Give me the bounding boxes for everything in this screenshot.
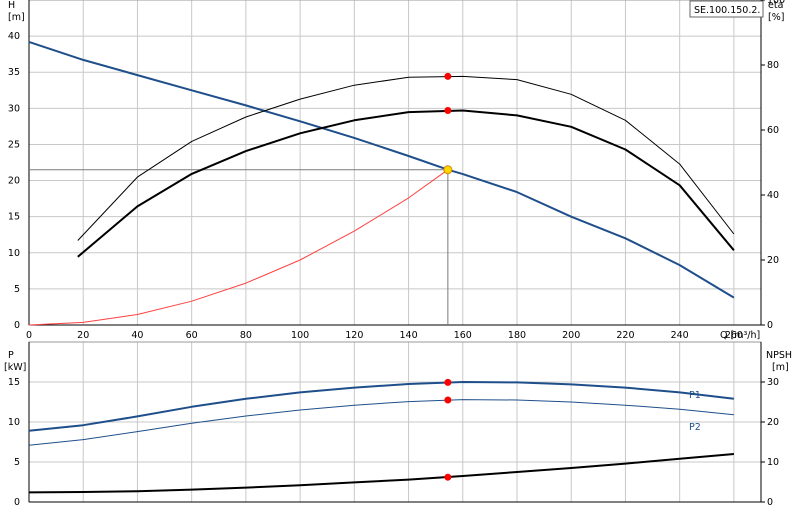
system-curve xyxy=(28,169,449,326)
bottom-right-tick-label: 10 xyxy=(767,457,779,468)
operating-point-marker xyxy=(444,473,452,481)
bottom-right-axis-unit: [m] xyxy=(772,362,789,373)
model-label: SE.100.150.2. xyxy=(694,5,760,16)
top-right-tick-label: 80 xyxy=(767,60,779,71)
operating-point-marker xyxy=(444,378,452,386)
top-x-tick-label: 120 xyxy=(345,330,363,341)
top-left-tick-label: 15 xyxy=(8,212,20,223)
top-x-tick-label: 220 xyxy=(616,330,634,341)
bottom-chart-grid xyxy=(28,341,762,503)
bottom-right-axis-title: NPSH xyxy=(766,350,792,361)
top-x-axis-title: Q [m³/h] xyxy=(720,330,760,341)
top-left-axis-unit: [m] xyxy=(8,12,25,23)
bottom-chart-series xyxy=(28,378,735,494)
top-left-tick-label: 20 xyxy=(8,176,20,187)
bottom-left-tick-label: 5 xyxy=(14,457,20,468)
top-left-tick-label: 0 xyxy=(14,320,20,331)
top-chart-tick-labels: 0 5 10 15 20 25 30 35 40 0 20 40 60 80 100 0 20 40 60 80 100… xyxy=(8,0,785,341)
top-right-tick-label: 40 xyxy=(767,190,779,201)
top-right-axis-unit: [%] xyxy=(768,12,784,23)
bottom-right-tick-label: 30 xyxy=(767,377,779,388)
operating-point-marker xyxy=(444,72,452,80)
top-right-axis-title: eta xyxy=(768,0,783,11)
top-left-tick-label: 30 xyxy=(8,103,20,114)
efficiency-lower-curve xyxy=(77,109,735,258)
bottom-left-axis-unit: [kW] xyxy=(4,362,26,373)
top-x-tick-label: 40 xyxy=(131,330,143,341)
top-left-tick-label: 35 xyxy=(8,67,20,78)
top-frame xyxy=(28,0,762,326)
top-left-tick-label: 40 xyxy=(8,31,20,42)
bottom-left-tick-label: 15 xyxy=(8,377,20,388)
top-right-tick-label: 20 xyxy=(767,255,779,266)
top-x-tick-label: 140 xyxy=(399,330,417,341)
bottom-left-tick-label: 10 xyxy=(8,417,20,428)
top-x-tick-label: 60 xyxy=(186,330,198,341)
bottom-right-tick-label: 20 xyxy=(767,417,779,428)
top-x-tick-label: 100 xyxy=(291,330,309,341)
operating-point-marker xyxy=(443,165,453,175)
top-x-tick-label: 160 xyxy=(454,330,472,341)
top-chart-series xyxy=(28,40,735,326)
p1-curve xyxy=(28,381,735,432)
top-x-tick-label: 200 xyxy=(562,330,580,341)
npsh-curve xyxy=(28,453,734,494)
bottom-left-tick-label: 0 xyxy=(14,497,20,508)
top-left-tick-label: 5 xyxy=(14,284,20,295)
top-left-axis-title: H xyxy=(8,0,15,11)
top-x-tick-label: 260 xyxy=(725,330,743,341)
operating-point-marker xyxy=(444,107,452,114)
top-right-tick-label: 0 xyxy=(767,320,773,331)
bottom-chart-tick-labels: 0 5 10 15 0 10 20 30 xyxy=(8,377,779,508)
top-x-tick-label: 20 xyxy=(77,330,89,341)
top-left-tick-label: 10 xyxy=(8,248,20,259)
top-x-tick-label: 0 xyxy=(26,330,32,341)
operating-point-marker xyxy=(444,396,452,404)
top-x-tick-label: 180 xyxy=(508,330,526,341)
top-x-tick-label: 240 xyxy=(671,330,689,341)
bottom-left-axis-title: P xyxy=(8,350,14,361)
p1-series-label: P1 xyxy=(689,390,701,401)
bottom-right-tick-label: 0 xyxy=(767,497,773,508)
top-right-tick-label: 60 xyxy=(767,125,779,136)
p2-series-label: P2 xyxy=(689,422,701,433)
top-left-tick-label: 25 xyxy=(8,139,20,150)
p2-curve xyxy=(28,399,734,446)
top-chart-grid xyxy=(28,0,762,326)
top-right-tick-label: 100 xyxy=(767,0,785,6)
head-curve xyxy=(28,40,735,299)
model-label-box xyxy=(689,0,764,18)
efficiency-upper-curve xyxy=(77,75,735,241)
top-x-tick-label: 80 xyxy=(240,330,252,341)
